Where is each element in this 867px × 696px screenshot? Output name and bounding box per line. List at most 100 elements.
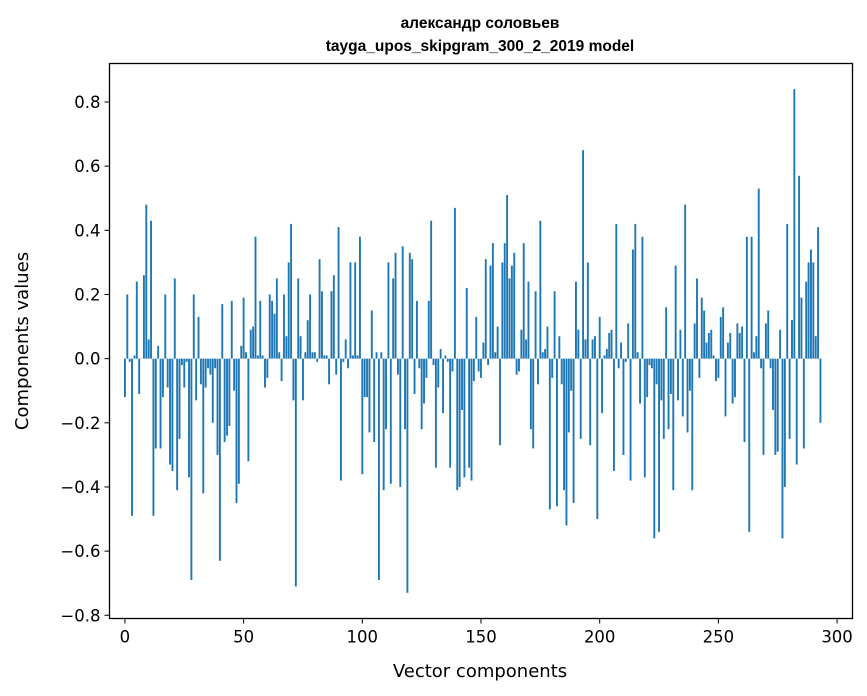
bar-126 xyxy=(423,358,425,404)
bar-123 xyxy=(415,300,418,359)
bar-116 xyxy=(399,358,402,487)
bar-144 xyxy=(465,288,468,359)
bar-239 xyxy=(691,358,694,491)
x-tick-label: 300 xyxy=(821,628,853,647)
x-axis-ticks: 0 50 100 150 200 250 300 xyxy=(120,618,853,647)
bar-228 xyxy=(665,307,668,359)
bar-49 xyxy=(240,345,243,359)
bar-85 xyxy=(325,355,328,359)
y-tick-label: −0.8 xyxy=(60,606,100,625)
chart-subtitle: tayga_upos_skipgram_300_2_2019 model xyxy=(326,38,634,55)
bar-143 xyxy=(463,358,466,478)
bar-94 xyxy=(347,358,350,369)
bar-137 xyxy=(449,358,452,468)
y-tick-label: −0.4 xyxy=(60,478,100,497)
bar-2 xyxy=(128,358,131,362)
bar-204 xyxy=(608,332,611,359)
bar-75 xyxy=(302,358,304,401)
bar-215 xyxy=(634,223,637,359)
bar-266 xyxy=(755,336,758,359)
bar-28 xyxy=(190,358,193,580)
bar-27 xyxy=(188,358,190,478)
bar-60 xyxy=(266,358,269,378)
bar-269 xyxy=(762,358,765,455)
bar-73 xyxy=(297,278,300,359)
bar-169 xyxy=(525,339,528,359)
bar-232 xyxy=(674,265,677,359)
bar-206 xyxy=(612,358,615,471)
bar-151 xyxy=(482,342,485,359)
bar-293 xyxy=(819,358,822,423)
bar-262 xyxy=(745,236,748,359)
bar-258 xyxy=(736,323,739,359)
bar-40 xyxy=(218,358,221,561)
bar-238 xyxy=(688,358,691,391)
bar-166 xyxy=(518,358,520,372)
bar-118 xyxy=(404,358,406,430)
bar-225 xyxy=(658,358,660,532)
bar-140 xyxy=(456,358,459,491)
bar-146 xyxy=(470,358,473,481)
bar-115 xyxy=(396,358,399,375)
bar-230 xyxy=(669,358,672,394)
bar-222 xyxy=(650,358,653,369)
bar-253 xyxy=(724,358,727,417)
bar-74 xyxy=(299,336,302,359)
bar-153 xyxy=(487,358,490,366)
bar-240 xyxy=(693,323,696,359)
bar-33 xyxy=(202,358,205,494)
bar-105 xyxy=(373,358,376,443)
bar-3 xyxy=(131,358,133,516)
bar-273 xyxy=(772,358,774,410)
bar-99 xyxy=(358,236,361,359)
bar-152 xyxy=(484,259,487,359)
bar-141 xyxy=(458,358,461,487)
bar-174 xyxy=(537,358,539,385)
bar-220 xyxy=(646,358,649,398)
bar-192 xyxy=(579,358,582,439)
bar-44 xyxy=(228,358,231,427)
bar-210 xyxy=(622,358,625,455)
bar-248 xyxy=(712,355,715,359)
bar-165 xyxy=(515,358,518,375)
bar-26 xyxy=(185,358,188,362)
bar-186 xyxy=(565,358,568,526)
bar-246 xyxy=(707,332,710,359)
bar-121 xyxy=(411,259,414,359)
y-tick-label: 0.2 xyxy=(74,285,100,304)
bar-125 xyxy=(420,358,423,430)
bar-249 xyxy=(715,358,717,382)
bar-110 xyxy=(385,358,387,430)
bar-24 xyxy=(180,358,183,366)
bar-124 xyxy=(418,358,421,369)
bar-149 xyxy=(477,358,480,372)
bar-198 xyxy=(593,336,596,359)
bar-212 xyxy=(627,323,630,359)
bar-229 xyxy=(667,358,670,430)
bar-97 xyxy=(354,262,357,359)
bar-72 xyxy=(294,358,297,587)
bar-283 xyxy=(795,358,798,465)
bar-66 xyxy=(280,358,283,382)
bar-176 xyxy=(541,352,544,359)
x-tick-label: 150 xyxy=(465,628,497,647)
bar-51 xyxy=(245,352,247,359)
bar-89 xyxy=(335,358,338,375)
bar-217 xyxy=(639,358,641,404)
bar-157 xyxy=(496,326,499,359)
bar-291 xyxy=(814,336,817,359)
bar-197 xyxy=(591,339,594,359)
bar-182 xyxy=(556,358,558,507)
bar-9 xyxy=(145,204,148,359)
bar-101 xyxy=(363,358,366,398)
bar-59 xyxy=(264,358,266,388)
y-tick-label: 0.8 xyxy=(74,93,100,112)
bar-71 xyxy=(292,358,295,401)
bar-277 xyxy=(781,358,784,539)
bar-150 xyxy=(480,358,482,378)
bar-201 xyxy=(601,358,604,414)
bar-284 xyxy=(798,175,801,359)
bar-39 xyxy=(216,358,219,455)
plot-frame xyxy=(108,62,854,620)
bar-250 xyxy=(717,358,720,378)
